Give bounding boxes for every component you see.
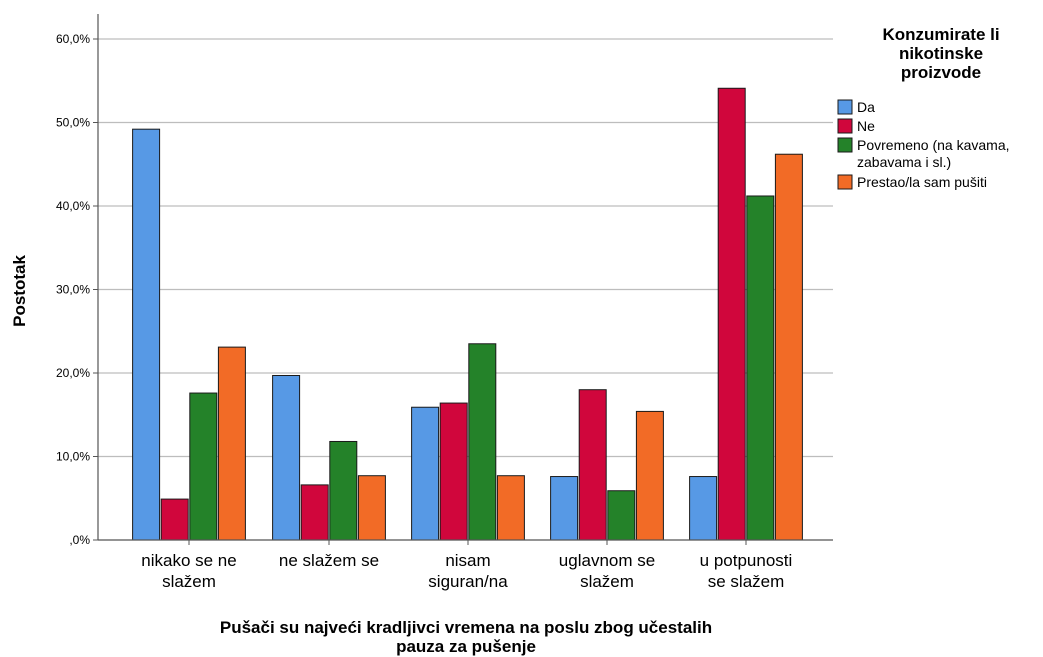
legend-label: Povremeno (na kavama, zabavama i sl.) <box>857 137 1010 170</box>
bar <box>217 346 246 541</box>
bar <box>272 375 301 541</box>
bars <box>132 87 803 541</box>
x-category-label: nisam siguran/na <box>428 551 508 591</box>
bar <box>689 476 718 541</box>
bar <box>160 498 189 541</box>
y-tick-label: ,0% <box>69 533 90 547</box>
y-axis-title: Postotak <box>10 255 29 327</box>
y-tick-label: 40,0% <box>56 199 90 213</box>
bar <box>189 392 218 541</box>
legend-swatch <box>837 99 853 115</box>
bar <box>439 402 468 541</box>
bar <box>550 476 579 541</box>
axes <box>93 14 833 545</box>
bar <box>357 475 386 541</box>
x-category-label: nikako se ne slažem <box>141 551 236 591</box>
y-tick-label: 60,0% <box>56 32 90 46</box>
x-category-label: ne slažem se <box>279 551 379 570</box>
bar <box>746 195 775 541</box>
x-category-labels: nikako se ne slažem ne slažem se nisam sigur… <box>141 551 792 591</box>
bar <box>496 475 525 541</box>
y-tick-labels: ,0% 10,0% 20,0% 30,0% 40,0% 50,0% 60,0% <box>56 32 90 547</box>
bar <box>468 343 497 541</box>
legend-label: Prestao/la sam pušiti <box>857 174 987 190</box>
bar <box>578 389 607 541</box>
bar <box>607 490 636 541</box>
legend-title: Konzumirate li nikotinske proizvode <box>882 25 999 82</box>
bar <box>774 153 803 541</box>
y-tick-label: 50,0% <box>56 116 90 130</box>
bar <box>411 406 440 541</box>
x-axis-title: Pušači su najveći kradljivci vremena na … <box>220 618 712 656</box>
legend-label: Da <box>857 99 875 115</box>
bar <box>635 410 664 541</box>
legend: Konzumirate li nikotinske proizvode Da Ne Pov… <box>837 25 1010 190</box>
legend-swatch <box>837 118 853 134</box>
legend-label: Ne <box>857 118 875 134</box>
legend-swatch <box>837 174 853 190</box>
y-tick-label: 30,0% <box>56 283 90 297</box>
x-category-label: uglavnom se slažem <box>559 551 655 591</box>
bar <box>329 440 358 541</box>
x-axis-title-text: Pušači su najveći kradljivci vremena na … <box>220 618 712 656</box>
bar <box>132 128 161 541</box>
bar <box>717 87 746 541</box>
x-category-label: u potpunosti se slažem <box>700 551 793 591</box>
y-tick-label: 20,0% <box>56 366 90 380</box>
bar <box>300 484 329 541</box>
legend-swatch <box>837 137 853 153</box>
y-tick-label: 10,0% <box>56 450 90 464</box>
